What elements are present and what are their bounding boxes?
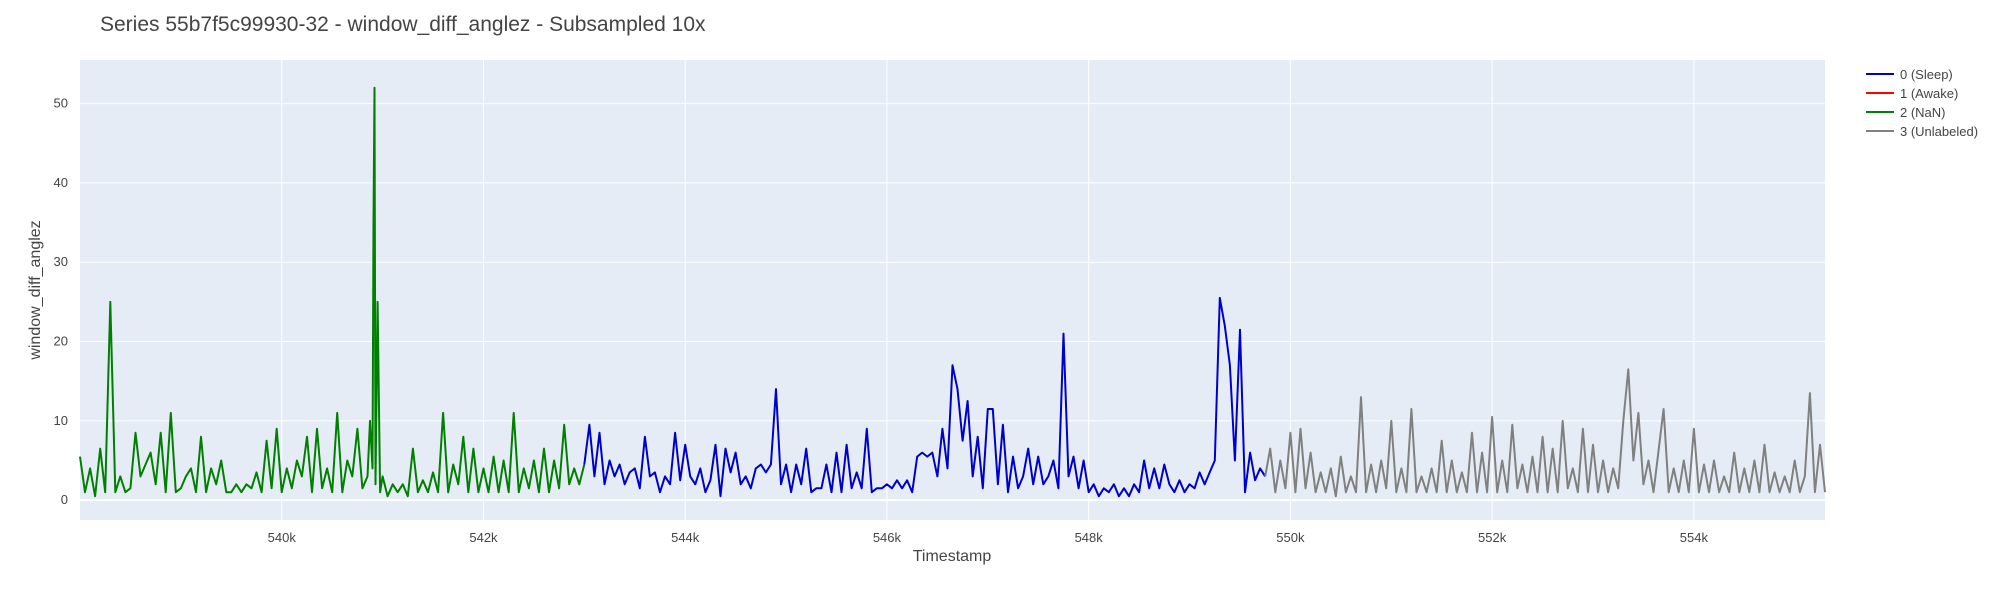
legend-item-3[interactable]: 3 (Unlabeled) — [1866, 124, 1978, 139]
y-axis-ticks: 0 10 20 30 40 50 — [54, 96, 68, 508]
x-tick-label: 550k — [1276, 530, 1305, 545]
series-line-2 — [79, 86, 586, 498]
legend-label: 1 (Awake) — [1900, 86, 1958, 101]
series-line-3 — [1264, 368, 1826, 498]
series-line-0 — [583, 296, 1267, 498]
legend-item-1[interactable]: 1 (Awake) — [1866, 86, 1958, 101]
x-tick-label: 544k — [671, 530, 700, 545]
chart-title: Series 55b7f5c99930-32 - window_diff_ang… — [100, 13, 706, 36]
x-axis-label: Timestamp — [913, 548, 992, 565]
y-axis-label: window_diff_anglez — [27, 220, 44, 360]
legend-label: 0 (Sleep) — [1900, 67, 1953, 82]
x-axis-ticks: 540k 542k 544k 546k 548k 550k 552k 554k — [268, 530, 1709, 545]
series-lines — [79, 86, 1826, 498]
legend[interactable]: 0 (Sleep) 1 (Awake) 2 (NaN) 3 (Unlabeled) — [1866, 67, 1978, 139]
legend-item-0[interactable]: 0 (Sleep) — [1866, 67, 1953, 82]
y-tick-label: 30 — [54, 254, 68, 269]
y-tick-label: 50 — [54, 96, 68, 111]
x-tick-label: 554k — [1680, 530, 1709, 545]
legend-label: 2 (NaN) — [1900, 105, 1946, 120]
plot-background — [80, 60, 1825, 520]
y-tick-label: 10 — [54, 413, 68, 428]
x-tick-label: 546k — [873, 530, 902, 545]
x-tick-label: 540k — [268, 530, 297, 545]
y-tick-label: 0 — [61, 492, 68, 507]
legend-label: 3 (Unlabeled) — [1900, 124, 1978, 139]
x-tick-label: 542k — [469, 530, 498, 545]
x-tick-label: 552k — [1478, 530, 1507, 545]
y-tick-label: 40 — [54, 175, 68, 190]
legend-item-2[interactable]: 2 (NaN) — [1866, 105, 1946, 120]
y-tick-label: 20 — [54, 334, 68, 349]
x-tick-label: 548k — [1075, 530, 1104, 545]
grid-lines — [80, 60, 1825, 520]
